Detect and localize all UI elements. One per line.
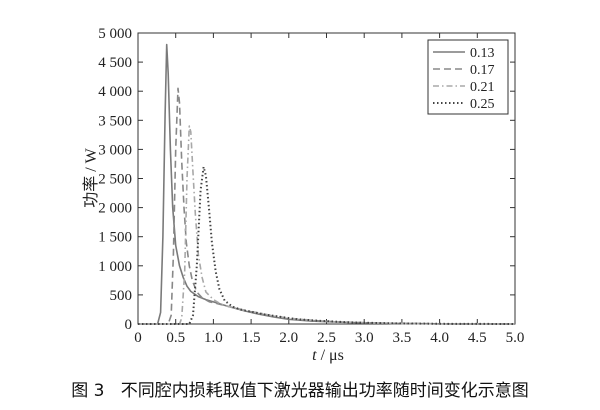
- x-tick-label: 2.0: [279, 330, 298, 346]
- x-tick-label: 3.5: [393, 330, 412, 346]
- x-axis-title: t / μs: [312, 347, 344, 364]
- y-tick-label: 4 500: [98, 55, 132, 71]
- x-tick-label: 3.0: [355, 330, 374, 346]
- x-tick-label: 1.0: [204, 330, 223, 346]
- figure-number: 图 3: [71, 381, 105, 401]
- x-tick-label: 4.5: [468, 330, 487, 346]
- axis-ticks: 0 0.5 1.0 1.5 2.0 2.5 3.0 3.5 4.0 4.5 5.0 0 500 1 000…: [98, 26, 524, 346]
- y-tick-label: 5 000: [98, 26, 132, 42]
- y-tick-label: 3 000: [98, 142, 132, 158]
- y-tick-label: 1 000: [98, 259, 132, 275]
- y-tick-label: 3 500: [98, 113, 132, 129]
- x-tick-label: 0.5: [166, 330, 185, 346]
- figure-caption: 图 3 不同腔内损耗取值下激光器输出功率随时间变化示意图: [0, 376, 600, 401]
- y-axis-title: 功率 / W: [82, 147, 100, 207]
- y-tick-label: 0: [125, 317, 133, 333]
- legend-label-2: 0.21: [470, 80, 495, 95]
- data-series: [138, 43, 516, 325]
- x-tick-label: 4.0: [430, 330, 449, 346]
- y-tick-label: 2 500: [98, 172, 132, 188]
- x-tick-label: 0: [134, 330, 142, 346]
- series-line-0.21: [138, 125, 516, 325]
- x-axis-unit: / μs: [317, 347, 344, 364]
- y-tick-label: 2 000: [98, 201, 132, 217]
- y-tick-label: 4 000: [98, 84, 132, 100]
- legend-label-1: 0.17: [470, 63, 495, 78]
- x-tick-label: 1.5: [242, 330, 261, 346]
- y-tick-label: 1 500: [98, 230, 132, 246]
- y-tick-label: 500: [110, 288, 133, 304]
- legend-label-3: 0.25: [470, 97, 495, 112]
- x-tick-label: 5.0: [506, 330, 525, 346]
- x-axis-variable: t: [312, 347, 317, 364]
- legend-box: [427, 39, 509, 115]
- legend: 0.13 0.17 0.21 0.25: [427, 39, 509, 115]
- x-tick-label: 2.5: [317, 330, 336, 346]
- legend-label-0: 0.13: [470, 46, 495, 61]
- figure-caption-text: 不同腔内损耗取值下激光器输出功率随时间变化示意图: [120, 381, 529, 401]
